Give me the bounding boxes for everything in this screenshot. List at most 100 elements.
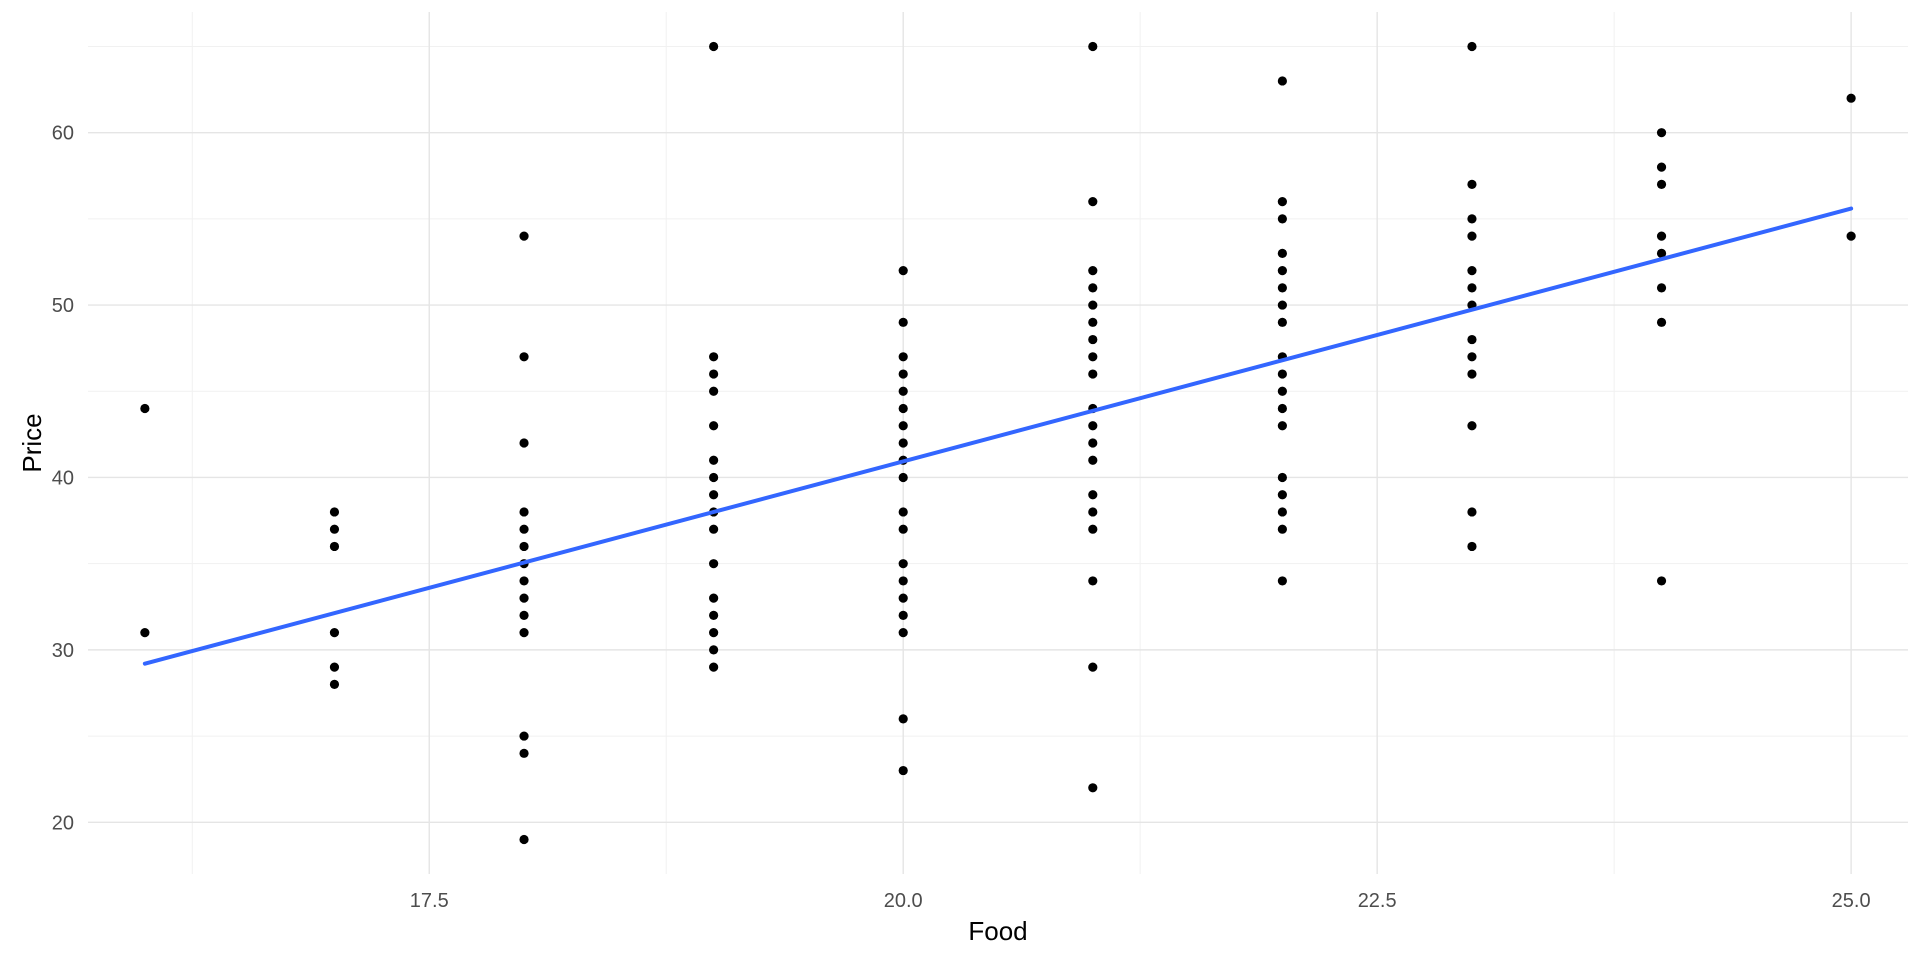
data-point bbox=[1277, 421, 1287, 431]
data-point bbox=[709, 645, 719, 655]
x-tick-label: 22.5 bbox=[1358, 890, 1397, 912]
data-point bbox=[709, 524, 719, 534]
data-point bbox=[1088, 576, 1098, 586]
data-point bbox=[709, 421, 719, 431]
data-point bbox=[329, 679, 340, 689]
data-point bbox=[519, 576, 529, 586]
data-point bbox=[329, 541, 340, 552]
data-point bbox=[898, 593, 908, 603]
data-point bbox=[140, 628, 150, 638]
data-point bbox=[709, 369, 719, 379]
data-point bbox=[519, 628, 529, 638]
y-axis-ticks: 20 30 40 50 60 bbox=[52, 123, 74, 835]
data-point bbox=[519, 231, 529, 241]
data-point bbox=[1277, 369, 1287, 379]
data-point bbox=[1088, 283, 1098, 293]
data-point bbox=[1656, 283, 1667, 293]
x-tick-label: 20.0 bbox=[884, 890, 923, 912]
data-point bbox=[1088, 421, 1098, 431]
data-point bbox=[898, 369, 908, 379]
data-point bbox=[1277, 266, 1287, 276]
data-point bbox=[1277, 472, 1287, 483]
data-point bbox=[898, 628, 908, 638]
y-tick-label: 20 bbox=[52, 812, 74, 834]
data-point bbox=[1277, 524, 1287, 534]
major-gridlines bbox=[88, 12, 1908, 874]
data-point bbox=[1277, 576, 1287, 586]
data-point bbox=[709, 455, 719, 465]
data-point bbox=[1088, 352, 1098, 362]
data-point bbox=[1088, 41, 1098, 52]
data-point bbox=[1088, 317, 1098, 327]
data-point bbox=[1088, 334, 1098, 345]
data-point bbox=[519, 834, 529, 845]
data-point bbox=[898, 714, 908, 724]
data-point bbox=[1277, 300, 1287, 310]
y-tick-label: 60 bbox=[52, 123, 74, 145]
y-axis-title: Price bbox=[17, 413, 47, 472]
data-point bbox=[1467, 41, 1477, 52]
data-point bbox=[1277, 248, 1287, 258]
data-point bbox=[898, 576, 908, 586]
data-point bbox=[709, 628, 719, 638]
data-point bbox=[519, 507, 529, 517]
data-point bbox=[519, 541, 529, 552]
data-point bbox=[1467, 231, 1477, 241]
data-point bbox=[1656, 162, 1667, 172]
data-point bbox=[1467, 179, 1477, 189]
data-point bbox=[1277, 386, 1287, 396]
data-point bbox=[1467, 421, 1477, 431]
data-point bbox=[329, 662, 340, 672]
data-point bbox=[1277, 214, 1287, 224]
data-point bbox=[519, 593, 529, 603]
data-point bbox=[1656, 128, 1667, 138]
data-point bbox=[898, 765, 908, 776]
data-point bbox=[898, 559, 908, 569]
data-point bbox=[709, 490, 719, 500]
data-point bbox=[1846, 231, 1856, 241]
data-point bbox=[1467, 334, 1477, 345]
data-point bbox=[1846, 93, 1856, 103]
x-tick-label: 17.5 bbox=[410, 890, 449, 912]
data-point bbox=[1088, 266, 1098, 276]
data-point bbox=[1088, 662, 1098, 672]
data-point bbox=[898, 266, 908, 276]
data-point bbox=[898, 524, 908, 534]
data-point bbox=[329, 628, 340, 638]
data-point bbox=[1277, 507, 1287, 517]
data-point bbox=[709, 593, 719, 603]
data-point bbox=[898, 317, 908, 327]
data-point bbox=[709, 662, 719, 672]
data-point bbox=[1088, 783, 1098, 793]
data-point bbox=[1656, 248, 1667, 258]
data-point bbox=[709, 386, 719, 396]
data-point bbox=[709, 472, 719, 483]
data-point bbox=[898, 403, 908, 414]
data-point bbox=[898, 438, 908, 448]
data-point bbox=[898, 507, 908, 517]
data-point bbox=[140, 403, 150, 414]
data-point bbox=[1088, 507, 1098, 517]
data-point bbox=[519, 748, 529, 758]
data-point bbox=[1277, 197, 1287, 207]
data-point bbox=[1088, 455, 1098, 465]
data-point bbox=[709, 559, 719, 569]
data-point bbox=[1656, 179, 1667, 189]
data-point bbox=[519, 438, 529, 448]
data-point bbox=[898, 386, 908, 396]
data-point bbox=[1277, 283, 1287, 293]
data-point bbox=[1656, 576, 1667, 586]
data-point bbox=[1277, 403, 1287, 414]
data-point bbox=[898, 472, 908, 483]
x-axis-ticks: 17.5 20.0 22.5 25.0 bbox=[410, 890, 1871, 912]
data-point bbox=[519, 610, 529, 621]
data-point bbox=[1467, 507, 1477, 517]
data-point bbox=[519, 731, 529, 741]
minor-gridlines bbox=[88, 12, 1908, 874]
y-tick-label: 40 bbox=[52, 467, 74, 489]
data-point bbox=[1088, 438, 1098, 448]
data-point bbox=[709, 41, 719, 52]
y-tick-label: 30 bbox=[52, 640, 74, 662]
data-point bbox=[898, 610, 908, 621]
